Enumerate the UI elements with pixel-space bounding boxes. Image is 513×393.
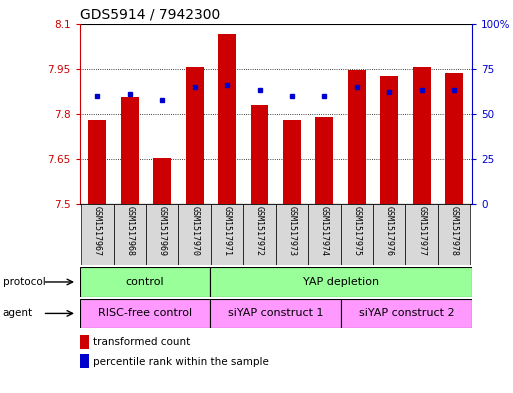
Bar [210,267,472,297]
Bar [186,67,204,204]
Text: GSM1517972: GSM1517972 [255,206,264,256]
Bar [341,204,373,265]
Text: protocol: protocol [3,277,45,287]
Bar [251,105,268,204]
Bar [179,204,211,265]
Bar [380,76,398,204]
Text: GSM1517968: GSM1517968 [125,206,134,256]
Text: GSM1517976: GSM1517976 [385,206,394,256]
Bar [80,267,210,297]
Text: GSM1517967: GSM1517967 [93,206,102,256]
Bar [146,204,179,265]
Bar [80,299,210,328]
Bar [121,97,139,204]
Bar [341,299,472,328]
Bar [308,204,341,265]
Text: siYAP construct 1: siYAP construct 1 [228,309,324,318]
Bar [283,120,301,204]
Text: RISC-free control: RISC-free control [98,309,192,318]
Bar [153,158,171,204]
Text: GDS5914 / 7942300: GDS5914 / 7942300 [80,7,220,22]
Bar [80,354,89,368]
Text: agent: agent [3,309,33,318]
Bar [88,120,106,204]
Bar [373,204,405,265]
Bar [218,34,236,204]
Bar [315,117,333,204]
Text: transformed count: transformed count [93,337,190,347]
Bar [405,204,438,265]
Text: GSM1517971: GSM1517971 [223,206,231,256]
Text: siYAP construct 2: siYAP construct 2 [359,309,455,318]
Bar [348,70,366,204]
Bar [445,73,463,204]
Text: GSM1517978: GSM1517978 [449,206,459,256]
Text: GSM1517977: GSM1517977 [417,206,426,256]
Text: GSM1517970: GSM1517970 [190,206,199,256]
Text: GSM1517969: GSM1517969 [157,206,167,256]
Bar [210,299,341,328]
Bar [276,204,308,265]
Bar [211,204,243,265]
Bar [81,204,113,265]
Bar [243,204,276,265]
Text: control: control [126,277,164,287]
Bar [438,204,470,265]
Text: percentile rank within the sample: percentile rank within the sample [93,356,269,367]
Bar [113,204,146,265]
Text: GSM1517975: GSM1517975 [352,206,361,256]
Text: GSM1517973: GSM1517973 [287,206,297,256]
Bar [80,335,89,349]
Text: YAP depletion: YAP depletion [303,277,379,287]
Text: GSM1517974: GSM1517974 [320,206,329,256]
Bar [413,67,430,204]
